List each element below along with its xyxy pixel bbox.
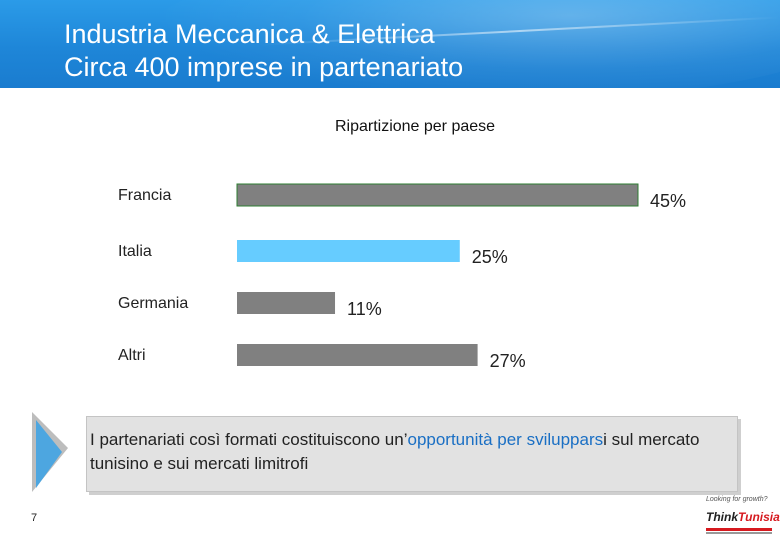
logo-brand-tunisia: Tunisia	[738, 510, 780, 524]
logo-brand-think: Think	[706, 510, 738, 524]
value-label: 11%	[347, 299, 382, 319]
value-label: 25%	[472, 247, 508, 267]
callout-text-part3: i sul mercato tunisino e sui mercati lim…	[90, 430, 700, 473]
logo-tagline: Looking for growth?	[706, 496, 768, 503]
category-label: Francia	[118, 187, 171, 204]
category-label: Germania	[118, 295, 188, 312]
title-line-1: Industria Meccanica & Elettrica	[64, 19, 435, 49]
header-banner: Industria Meccanica & Elettrica Circa 40…	[0, 0, 780, 88]
page-number: 7	[31, 512, 38, 524]
callout-text-part1: I partenariati così formati costituiscon…	[90, 430, 408, 449]
logo-rule	[706, 528, 772, 531]
bar-chart: Francia 45% Italia 25% Germania 11% Altri 27%	[118, 183, 686, 371]
value-label: 27%	[490, 351, 526, 371]
bar	[237, 240, 460, 262]
category-label: Italia	[118, 243, 152, 260]
callout-text: I partenariati così formati costituiscon…	[90, 428, 730, 476]
bar	[236, 183, 639, 207]
callout-box	[86, 416, 738, 492]
logo-fine-print	[706, 532, 772, 534]
chart-title: Ripartizione per paese	[334, 118, 496, 135]
callout-text-highlight: opportunità per sviluppars	[407, 430, 604, 449]
logo-brand: ThinkTunisia	[706, 510, 780, 524]
category-label: Altri	[118, 347, 146, 364]
bar	[237, 344, 478, 366]
bar	[237, 292, 336, 314]
callout-arrow-icon	[32, 412, 68, 492]
value-label: 45%	[650, 191, 686, 211]
header-swoosh	[150, 0, 780, 88]
think-tunisia-logo: Looking for growth? ThinkTunisia	[706, 496, 780, 538]
page-title: Industria Meccanica & Elettrica Circa 40…	[64, 18, 463, 84]
title-line-2: Circa 400 imprese in partenariato	[64, 52, 464, 82]
